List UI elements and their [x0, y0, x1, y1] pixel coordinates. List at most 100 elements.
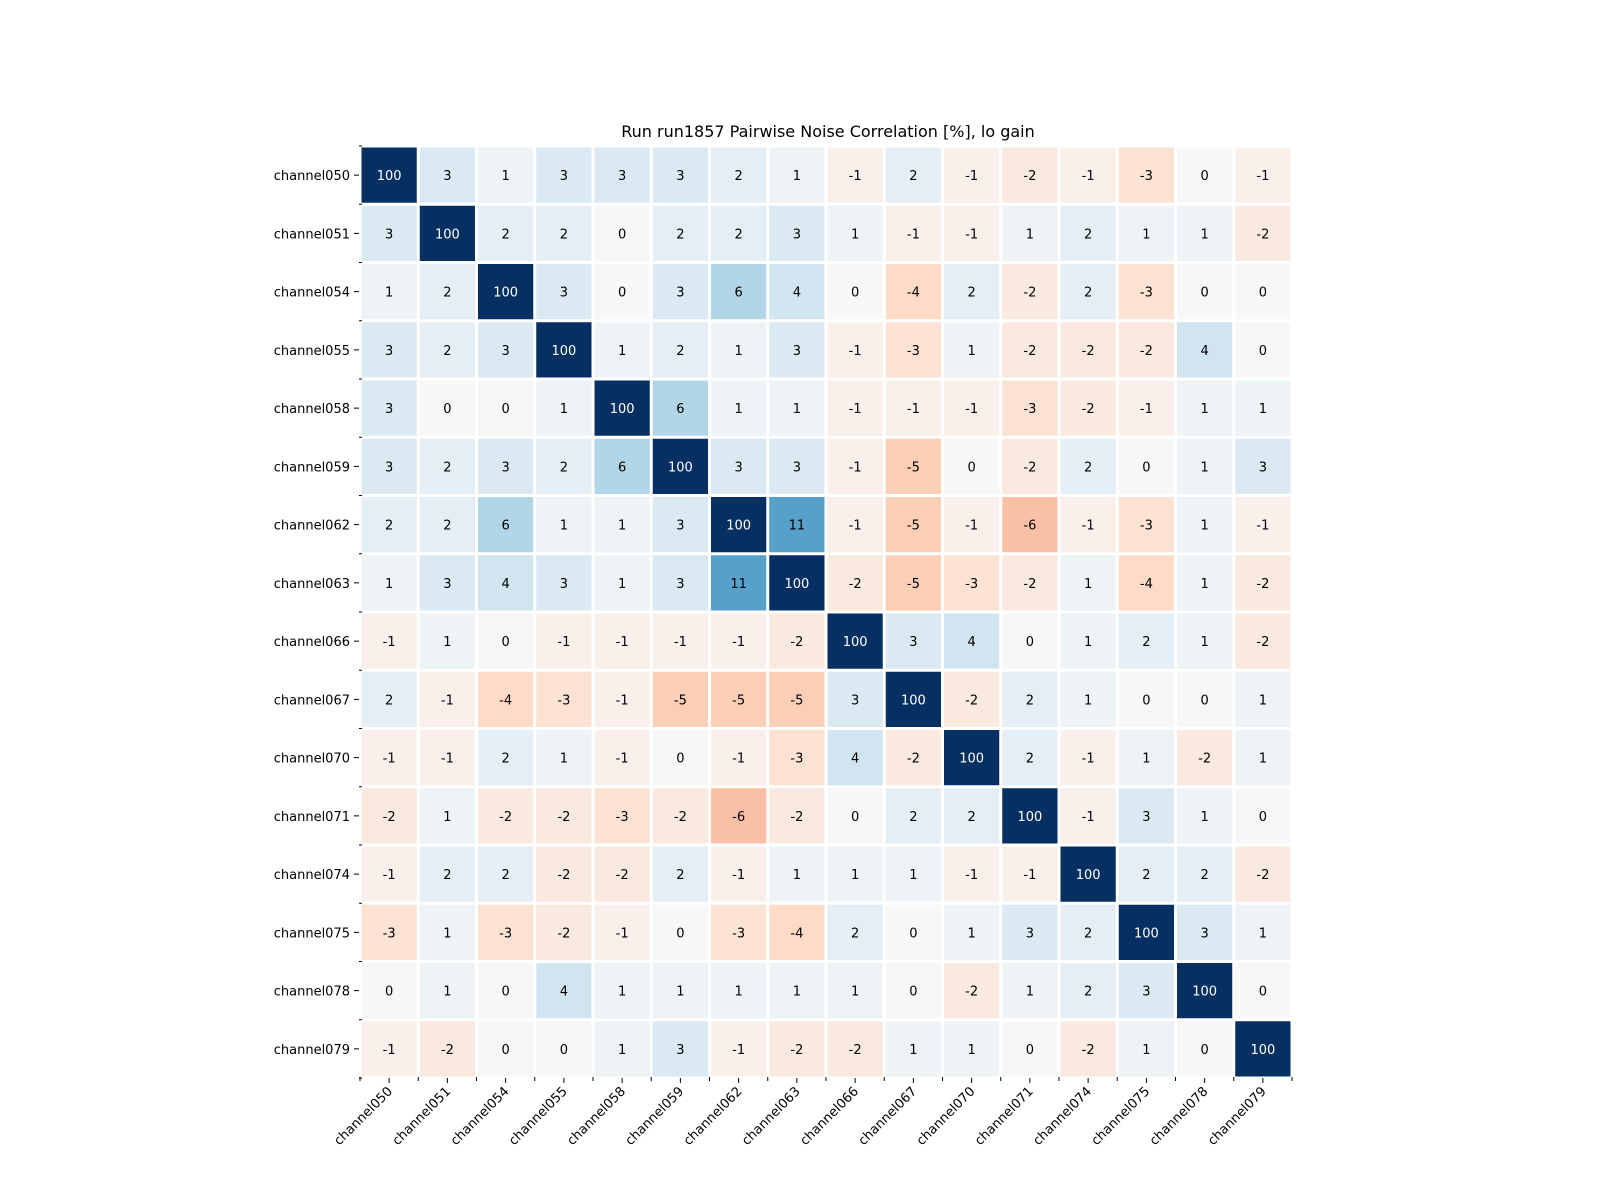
cell-value-label: 2 — [1084, 985, 1092, 1000]
heatmap-cell — [1060, 205, 1116, 261]
cell-value-label: -1 — [557, 635, 570, 650]
cell-value-label: 1 — [793, 868, 801, 883]
heatmap-cell — [594, 322, 650, 378]
cell-value-label: -2 — [557, 926, 570, 941]
cell-value-label: 3 — [734, 460, 742, 475]
cell-value-label: 3 — [385, 460, 393, 475]
cell-value-label: -1 — [732, 635, 745, 650]
heatmap-cell — [652, 613, 708, 669]
heatmap-cell — [1060, 497, 1116, 553]
heatmap-cell — [1002, 555, 1058, 611]
heatmap-cell — [1060, 671, 1116, 727]
heatmap-cell — [1177, 555, 1233, 611]
heatmap-cell — [769, 438, 825, 494]
cell-value-label: 3 — [793, 344, 801, 359]
cell-value-label: 3 — [1259, 460, 1267, 475]
heatmap-cell — [944, 205, 1000, 261]
heatmap-cell — [536, 380, 592, 436]
cell-value-label: 1 — [734, 985, 742, 1000]
cell-value-label: -3 — [790, 752, 803, 767]
cell-value-label: 2 — [1084, 460, 1092, 475]
cell-value-label: 1 — [1200, 519, 1208, 534]
heatmap-cell — [944, 846, 1000, 902]
cell-value-label: -2 — [1256, 227, 1269, 242]
heatmap-cell — [1002, 322, 1058, 378]
heatmap-cell — [885, 380, 941, 436]
cell-value-label: -2 — [1256, 577, 1269, 592]
heatmap-cell — [827, 846, 883, 902]
heatmap-cell — [478, 730, 534, 786]
heatmap-cell — [536, 497, 592, 553]
heatmap-cell — [711, 497, 767, 553]
cell-value-label: 0 — [1200, 169, 1208, 184]
cell-value-label: -5 — [732, 693, 745, 708]
heatmap-cell — [769, 380, 825, 436]
heatmap-cell — [361, 147, 417, 203]
cell-value-label: -1 — [441, 752, 454, 767]
cell-value-label: -1 — [1256, 519, 1269, 534]
cell-value-label: 2 — [501, 752, 509, 767]
cell-value-label: 2 — [443, 460, 451, 475]
cell-value-label: -4 — [499, 693, 512, 708]
heatmap-cell — [711, 730, 767, 786]
cell-value-label: 1 — [618, 519, 626, 534]
heatmap-cell — [1060, 904, 1116, 960]
cell-value-label: 0 — [967, 460, 975, 475]
cell-value-label: 100 — [1250, 1043, 1275, 1058]
heatmap-cell — [594, 671, 650, 727]
cell-value-label: -2 — [674, 810, 687, 825]
heatmap-cell — [769, 264, 825, 320]
heatmap-cell — [652, 380, 708, 436]
heatmap-cell — [1235, 1021, 1291, 1077]
heatmap-cell — [1002, 904, 1058, 960]
heatmap-cell — [1177, 613, 1233, 669]
cell-value-label: 4 — [501, 577, 509, 592]
heatmap-cell — [594, 147, 650, 203]
cell-value-label: 0 — [1026, 1043, 1034, 1058]
heatmap-cell — [769, 205, 825, 261]
cell-value-label: -1 — [616, 635, 629, 650]
heatmap-cell — [478, 963, 534, 1019]
cell-value-label: 3 — [560, 286, 568, 301]
heatmap-cell — [1235, 380, 1291, 436]
cell-value-label: -2 — [499, 810, 512, 825]
heatmap-cell — [944, 613, 1000, 669]
cell-value-label: 2 — [1026, 752, 1034, 767]
heatmap-cell — [1177, 380, 1233, 436]
cell-value-label: -2 — [1082, 344, 1095, 359]
heatmap-cell — [478, 322, 534, 378]
cell-value-label: 2 — [676, 227, 684, 242]
heatmap-cell — [1235, 555, 1291, 611]
cell-value-label: 1 — [501, 169, 509, 184]
cell-value-label: 1 — [734, 402, 742, 417]
heatmap-cell — [1235, 438, 1291, 494]
heatmap-cell — [1118, 380, 1174, 436]
heatmap-cell — [594, 264, 650, 320]
heatmap-cell — [594, 730, 650, 786]
y-tick-label: channel067 — [274, 693, 350, 708]
heatmap-cell — [885, 322, 941, 378]
heatmap-cell — [827, 264, 883, 320]
cell-value-label: -2 — [616, 868, 629, 883]
cell-value-label: 1 — [734, 344, 742, 359]
heatmap-cell — [361, 1021, 417, 1077]
cell-value-label: 2 — [676, 868, 684, 883]
y-tick-label: channel079 — [274, 1043, 350, 1058]
heatmap-cell — [594, 380, 650, 436]
heatmap-cell — [536, 205, 592, 261]
heatmap-cell — [478, 147, 534, 203]
heatmap-cell — [944, 904, 1000, 960]
heatmap-cell — [1235, 730, 1291, 786]
heatmap-cell — [769, 963, 825, 1019]
heatmap-cell — [711, 846, 767, 902]
cell-value-label: -1 — [616, 752, 629, 767]
heatmap-cell — [885, 788, 941, 844]
cell-value-label: 0 — [501, 402, 509, 417]
heatmap-cell — [594, 1021, 650, 1077]
heatmap-cell — [1060, 438, 1116, 494]
cell-value-label: -1 — [1082, 752, 1095, 767]
heatmap-cell — [1118, 730, 1174, 786]
cell-value-label: 1 — [1200, 577, 1208, 592]
cell-value-label: -1 — [907, 227, 920, 242]
heatmap-cell — [769, 846, 825, 902]
